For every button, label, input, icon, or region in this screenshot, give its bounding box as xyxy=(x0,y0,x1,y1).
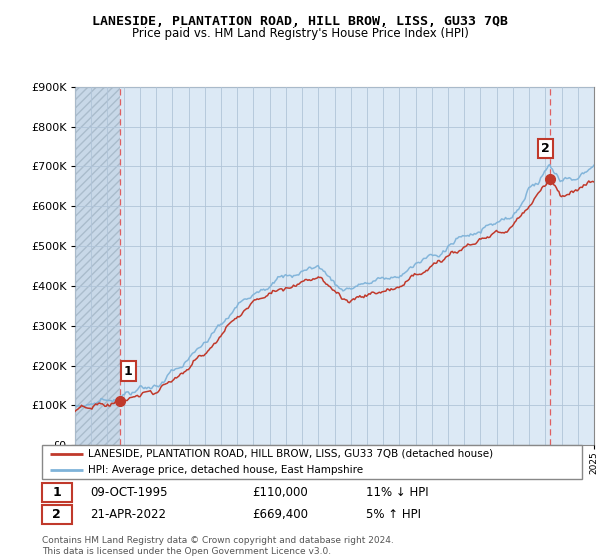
Text: Contains HM Land Registry data © Crown copyright and database right 2024.
This d: Contains HM Land Registry data © Crown c… xyxy=(42,536,394,556)
Bar xyxy=(75,87,120,445)
Text: 1: 1 xyxy=(52,486,61,499)
Bar xyxy=(42,505,72,524)
Text: £669,400: £669,400 xyxy=(253,508,308,521)
Text: 09-OCT-1995: 09-OCT-1995 xyxy=(91,486,168,499)
Text: 1: 1 xyxy=(124,365,133,377)
Text: 2: 2 xyxy=(541,142,550,155)
Text: 5% ↑ HPI: 5% ↑ HPI xyxy=(366,508,421,521)
Text: HPI: Average price, detached house, East Hampshire: HPI: Average price, detached house, East… xyxy=(88,465,363,475)
Text: LANESIDE, PLANTATION ROAD, HILL BROW, LISS, GU33 7QB: LANESIDE, PLANTATION ROAD, HILL BROW, LI… xyxy=(92,15,508,28)
Text: 11% ↓ HPI: 11% ↓ HPI xyxy=(366,486,428,499)
Bar xyxy=(42,483,72,502)
Text: 21-APR-2022: 21-APR-2022 xyxy=(91,508,167,521)
Text: 2: 2 xyxy=(52,508,61,521)
Text: Price paid vs. HM Land Registry's House Price Index (HPI): Price paid vs. HM Land Registry's House … xyxy=(131,27,469,40)
Text: LANESIDE, PLANTATION ROAD, HILL BROW, LISS, GU33 7QB (detached house): LANESIDE, PLANTATION ROAD, HILL BROW, LI… xyxy=(88,449,493,459)
Text: £110,000: £110,000 xyxy=(253,486,308,499)
